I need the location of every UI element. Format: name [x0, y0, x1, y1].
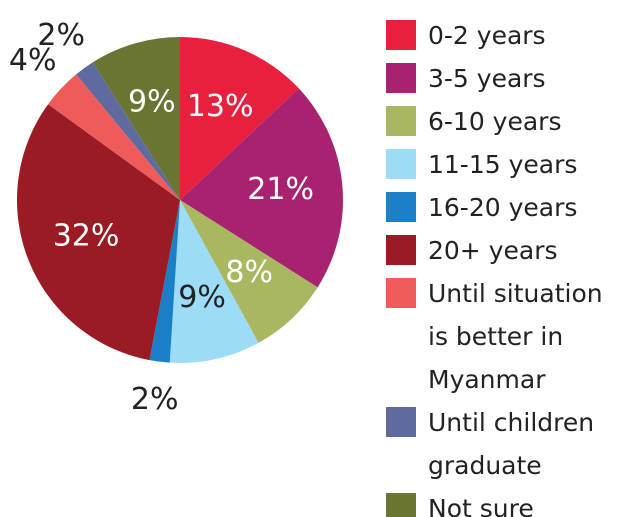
legend-label: Not sure [428, 494, 534, 517]
pie-slice [149, 200, 180, 363]
legend-swatch [386, 106, 416, 136]
slice-label: 13% [187, 89, 254, 124]
legend-item: 11-15 years [386, 143, 626, 186]
legend-swatch [386, 493, 416, 517]
legend-item: Until situation is better in Myanmar [386, 272, 626, 401]
pie-slice [76, 62, 180, 201]
pie-slice [180, 200, 318, 343]
pie-slice [180, 37, 299, 200]
legend-swatch [386, 407, 416, 437]
pie-slice [180, 88, 344, 288]
legend: 0-2 years 3-5 years 6-10 years 11-15 years 1… [386, 14, 626, 517]
legend-swatch [386, 63, 416, 93]
legend-swatch [386, 192, 416, 222]
legend-label: 3-5 years [428, 64, 546, 93]
legend-item: 20+ years [386, 229, 626, 272]
legend-label: 6-10 years [428, 107, 562, 136]
slice-label: 32% [53, 219, 120, 254]
legend-item: Until children graduate [386, 401, 626, 487]
legend-label: Until children graduate [428, 408, 595, 480]
legend-item: 6-10 years [386, 100, 626, 143]
pie-slice [48, 74, 180, 200]
slice-label: 9% [128, 84, 176, 119]
pie-slice [169, 200, 259, 363]
legend-item: 0-2 years [386, 14, 626, 57]
legend-swatch [386, 278, 416, 308]
legend-item: Not sure [386, 487, 626, 517]
slice-label: 2% [131, 382, 179, 417]
slice-label: 2% [37, 18, 85, 53]
pie-slice [92, 37, 180, 200]
pie-slice [16, 104, 181, 361]
slice-label: 21% [247, 172, 314, 207]
legend-item: 3-5 years [386, 57, 626, 100]
legend-label: Until situation is better in Myanmar [428, 279, 603, 394]
slice-label: 8% [225, 255, 273, 290]
legend-label: 16-20 years [428, 193, 578, 222]
legend-swatch [386, 149, 416, 179]
legend-label: 20+ years [428, 236, 558, 265]
legend-label: 0-2 years [428, 21, 546, 50]
legend-item: 16-20 years [386, 186, 626, 229]
legend-swatch [386, 20, 416, 50]
legend-swatch [386, 235, 416, 265]
pie-area: 13%21%8%9%2%32%4%2%9% [9, 18, 344, 417]
slice-label: 4% [9, 43, 57, 78]
slice-label: 9% [178, 280, 226, 315]
legend-label: 11-15 years [428, 150, 578, 179]
